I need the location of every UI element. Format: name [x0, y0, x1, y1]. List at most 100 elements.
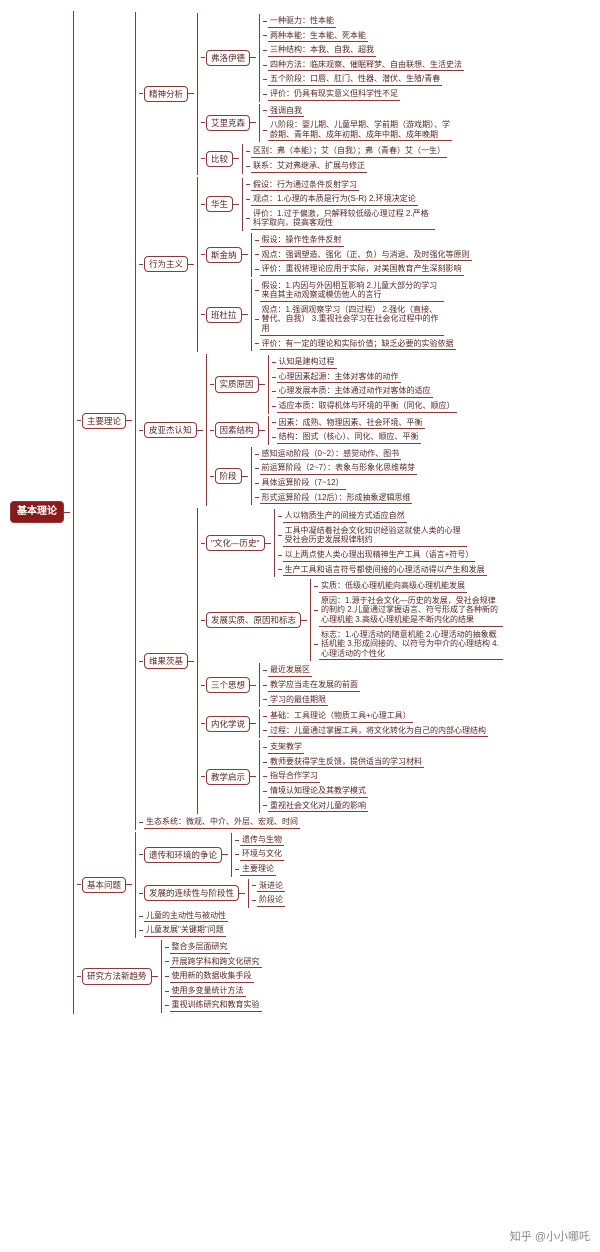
leaf: 认知是建构过程	[272, 356, 457, 369]
leaf: 一种驱力：性本能	[263, 15, 464, 28]
leaf: 主要理论	[235, 863, 284, 876]
label-stages: 阶段	[215, 468, 242, 484]
label-basic-questions: 基本问题	[82, 877, 126, 893]
leaf: 过程：儿童通过掌握工具，将文化转化为自己的内部心理结构	[263, 725, 488, 738]
label-watson: 华生	[206, 196, 233, 212]
label-heredity: 遗传和环境的争论	[144, 847, 222, 863]
leaf: 评价：仍具有现实意义但科学性不足	[263, 88, 464, 101]
leaf: 评价：有一定的理论和实际价值；缺乏必要的实验依据	[255, 338, 456, 351]
leaf: 形式运算阶段（12后）：形成抽象逻辑思维	[255, 492, 418, 505]
leaf: 原因：1.源于社会文化—历史的发展，受社会规律的制约 2.儿童通过掌握语言、符号…	[314, 595, 503, 627]
leaf: 适应本质：取得机体与环境的平衡（同化、顺应）	[272, 400, 457, 413]
node-stages: 阶段 感知运动阶段（0~2）：感觉动作、图书 前运算阶段（2~7）：表象与形象化…	[210, 447, 457, 505]
label-piaget: 皮亚杰认知	[144, 422, 197, 438]
leaf: 开展跨学科和跨文化研究	[165, 956, 262, 969]
leaf: 环境与文化	[235, 848, 284, 861]
node-three-ideas: 三个思想 最近发展区 教学应当走在发展的前面 学习的最佳期限	[201, 663, 503, 707]
leaf: 使用新的数据收集手段	[165, 970, 262, 983]
label-research-trends: 研究方法新趋势	[82, 968, 152, 984]
leaf: 因素：成熟、物理因素、社会环境、平衡	[272, 417, 425, 430]
leaf: 观点：1.强调观察学习（四过程） 2.强化（直接、替代、自我） 3.重视社会学习…	[255, 304, 456, 336]
leaf: 实质：低级心理机能向高级心理机能发展	[314, 580, 503, 593]
label-psychoanalysis: 精神分析	[144, 86, 188, 102]
label-essence: 实质原因	[215, 376, 259, 392]
leaf: 以上两点使人类心理出现精神生产工具（语言+符号）	[278, 549, 487, 562]
leaf: 儿童的主动性与被动性	[139, 910, 285, 923]
mindmap-root-container: 基本理论 主要理论 精神分析 弗洛伊德	[10, 10, 600, 1015]
node-internalization: 内化学说 基础：工具理论（物质工具+心理工具） 过程：儿童通过掌握工具，将文化转…	[201, 709, 503, 738]
leaf: 教师要获得学生反馈，提供适当的学习材料	[263, 756, 424, 769]
leaf: 四种方法：临床观察、催眠释梦、自由联想、生活史法	[263, 59, 464, 72]
leaf: 联系：艾对弗继承、扩展与修正	[246, 160, 447, 173]
node-essence: 实质原因 认知是建构过程 心理因素起源：主体对客体的动作 心理发展本质：主体通过…	[210, 355, 457, 413]
label-erikson: 艾里克森	[206, 115, 250, 131]
label-three-ideas: 三个思想	[206, 677, 250, 693]
node-skinner: 斯金纳 假设：操作性条件反射 观点：强调塑造、强化（正、负）与消退、及时强化等原…	[201, 233, 472, 277]
leaf: 工具中凝结着社会文化知识经验这就使人类的心理受社会历史发展规律制约	[278, 525, 487, 547]
leaf: 儿童发展"关键期"问题	[139, 924, 285, 937]
leaf: 观点：1.心理的本质是行为(S-R) 2.环境决定论	[246, 193, 435, 206]
label-culture-history: "文化—历史"	[206, 535, 265, 551]
root-node: 基本理论 主要理论 精神分析 弗洛伊德	[10, 11, 503, 1014]
leaf: 五个阶段：口唇、肛门、性器、潜伏、生殖/青春	[263, 73, 464, 86]
leaf: 教学应当走在发展的前面	[263, 679, 360, 692]
leaf: 两种本能：生本能、死本能	[263, 30, 464, 43]
leaf: 心理发展本质：主体通过动作对客体的适应	[272, 385, 457, 398]
label-main-theory: 主要理论	[82, 413, 126, 429]
label-structure: 因素结构	[215, 422, 259, 438]
leaf: 感知运动阶段（0~2）：感觉动作、图书	[255, 448, 418, 461]
leaf: 区别：弗（本能）；艾（自我）；弗（青春）艾（一生）	[246, 145, 447, 158]
label-skinner: 斯金纳	[206, 247, 242, 263]
node-erikson: 艾里克森 强调自我 八阶段：婴儿期、儿童早期、学前期（游戏期）、学龄期、青年期、…	[201, 104, 464, 143]
leaf: 最近发展区	[263, 664, 360, 677]
leaf: 阶段论	[252, 894, 285, 907]
leaf: 具体运算阶段（7~12）	[255, 477, 418, 490]
leaf: 重视训练研究和教育实验	[165, 999, 262, 1012]
leaf: 重视社会文化对儿童的影响	[263, 800, 424, 813]
node-compare: 比较 区别：弗（本能）；艾（自我）；弗（青春）艾（一生） 联系：艾对弗继承、扩展…	[201, 144, 464, 173]
node-structure: 因素结构 因素：成熟、物理因素、社会环境、平衡 结构：图式（核心）、同化、顺应、…	[210, 416, 457, 445]
connector	[64, 512, 70, 513]
label-internalization: 内化学说	[206, 716, 250, 732]
leaf: 假设：1.内因与外因相互影响 2.儿童大部分的学习来自其主动观察或模仿他人的言行	[255, 280, 456, 302]
node-bandura: 班杜拉 假设：1.内因与外因相互影响 2.儿童大部分的学习来自其主动观察或模仿他…	[201, 279, 472, 352]
branch-behaviorism: 行为主义 华生 假设：行为通过条件反射学习 观点：1.心理的本质是行为(S-R)…	[139, 177, 503, 353]
branch-piaget: 皮亚杰认知 实质原因 认知是建构过程 心理因素起源：主体对客体的动作 心理发展本…	[139, 354, 503, 506]
leaf: 评价：1.过于偏激，只解释较低级心理过程 2.严格科学取向，提高客观性	[246, 208, 435, 230]
node-culture-history: "文化—历史" 人以物质生产的间接方式适应自然 工具中凝结着社会文化知识经验这就…	[201, 509, 503, 577]
leaf: 假设：操作性条件反射	[255, 234, 472, 247]
leaf: 观点：强调塑造、强化（正、负）与消退、及时强化等原则	[255, 249, 472, 262]
leaf: 假设：行为通过条件反射学习	[246, 179, 435, 192]
node-dev-essence: 发展实质、原因和标志 实质：低级心理机能向高级心理机能发展 原因：1.源于社会文…	[201, 579, 503, 661]
node-teaching: 教学启示 支架教学 教师要获得学生反馈，提供适当的学习材料 指导合作学习 情境认…	[201, 740, 503, 813]
leaf: 人以物质生产的间接方式适应自然	[278, 510, 487, 523]
label-compare: 比较	[206, 151, 233, 167]
root-children: 主要理论 精神分析 弗洛伊德 一种驱力：性本能	[73, 11, 503, 1014]
leaf: 三种结构：本我、自我、超我	[263, 44, 464, 57]
branch-vygotsky: 维果茨基 "文化—历史" 人以物质生产的间接方式适应自然 工具中凝结着社会文化知…	[139, 508, 503, 814]
leaf: 整合多层面研究	[165, 941, 262, 954]
label-freud: 弗洛伊德	[206, 50, 250, 66]
label-behaviorism: 行为主义	[144, 256, 188, 272]
leaf: 使用多变量统计方法	[165, 985, 262, 998]
leaf: 学习的最佳期限	[263, 694, 360, 707]
leaf: 强调自我	[263, 105, 452, 118]
branch-basic-questions: 基本问题 遗传和环境的争论 遗传与生物 环境与文化 主要理论 发展的连续性与阶段…	[77, 832, 503, 938]
leaf: 评价：重视将理论应用于实际，对美国教育产生深刻影响	[255, 263, 472, 276]
leaf: 结构：图式（核心）、同化、顺应、平衡	[272, 431, 425, 444]
branch-main-theory: 主要理论 精神分析 弗洛伊德 一种驱力：性本能	[77, 12, 503, 830]
node-watson: 华生 假设：行为通过条件反射学习 观点：1.心理的本质是行为(S-R) 2.环境…	[201, 178, 472, 231]
label-bandura: 班杜拉	[206, 307, 242, 323]
node-continuity: 发展的连续性与阶段性 渐进论 阶段论	[139, 879, 285, 908]
leaf: 遗传与生物	[235, 834, 284, 847]
branch-research-trends: 研究方法新趋势 整合多层面研究 开展跨学科和跨文化研究 使用新的数据收集手段 使…	[77, 940, 503, 1013]
watermark: 知乎 @小小哪吒	[510, 1228, 590, 1244]
root-label: 基本理论	[10, 501, 64, 523]
leaf: 支架教学	[263, 741, 424, 754]
branch-psychoanalysis: 精神分析 弗洛伊德 一种驱力：性本能 两种本能：生本能、死本能 三种结构：本我、…	[139, 13, 503, 175]
label-dev-essence: 发展实质、原因和标志	[206, 612, 301, 628]
leaf-ecosystem: 生态系统：微观、中介、外层、宏观、时间	[139, 816, 503, 829]
leaf: 生产工具和语言符号都使间接的心理活动得以产生和发展	[278, 564, 487, 577]
node-freud: 弗洛伊德 一种驱力：性本能 两种本能：生本能、死本能 三种结构：本我、自我、超我…	[201, 14, 464, 102]
leaf: 心理因素起源：主体对客体的动作	[272, 371, 457, 384]
